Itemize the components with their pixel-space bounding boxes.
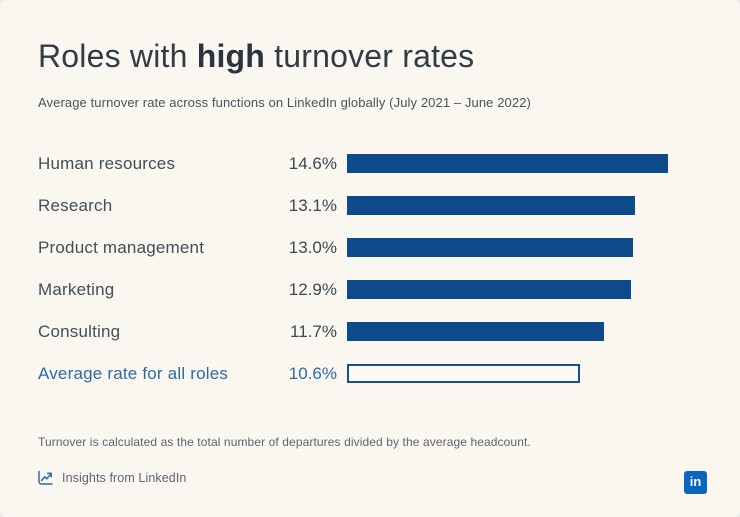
methodology-note: Turnover is calculated as the total numb… (38, 435, 531, 449)
title-emphasis: high (196, 38, 266, 74)
bar-track (347, 322, 702, 341)
linkedin-logo: in (684, 471, 707, 494)
row-value: 11.7% (290, 321, 337, 341)
bar (347, 322, 604, 341)
trend-chart-icon (38, 470, 53, 485)
chart-subtitle: Average turnover rate across functions o… (38, 95, 531, 110)
bar-track (347, 154, 702, 173)
row-value: 10.6% (288, 363, 337, 383)
row-value: 14.6% (288, 153, 337, 173)
bar-track (347, 280, 702, 299)
content-area: Roles with high turnover rates Average t… (38, 36, 702, 449)
chart-row-product-management: Product management 13.0% (38, 238, 702, 257)
chart-row-research: Research 13.1% (38, 196, 702, 215)
attribution-text: Insights from LinkedIn (62, 470, 187, 485)
row-label: Average rate for all roles (38, 363, 229, 383)
bar-outlined (347, 364, 580, 383)
chart-row-marketing: Marketing 12.9% (38, 280, 702, 299)
bar-track (347, 238, 702, 257)
row-label: Human resources (38, 153, 176, 173)
chart-row-average: Average rate for all roles 10.6% (38, 364, 702, 383)
bar (347, 238, 633, 257)
bar-chart: Human resources 14.6% Research 13.1% Pro… (38, 154, 702, 383)
bar-track (347, 196, 702, 215)
bar-track (347, 364, 702, 383)
title-suffix: turnover rates (265, 38, 475, 74)
row-label: Consulting (38, 321, 121, 341)
row-label: Marketing (38, 279, 115, 299)
page-title: Roles with high turnover rates (38, 36, 702, 76)
title-prefix: Roles with (38, 38, 197, 74)
linkedin-logo-text: in (689, 474, 702, 489)
attribution: Insights from LinkedIn (37, 469, 186, 486)
chart-row-human-resources: Human resources 14.6% (38, 154, 702, 173)
row-value: 13.0% (288, 237, 337, 257)
bar (347, 196, 635, 215)
bar (347, 154, 668, 173)
row-value: 13.1% (288, 195, 337, 215)
row-label: Product management (38, 237, 205, 257)
chart-row-consulting: Consulting 11.7% (38, 322, 702, 341)
bar (347, 280, 631, 299)
row-label: Research (38, 195, 113, 215)
row-value: 12.9% (288, 279, 337, 299)
